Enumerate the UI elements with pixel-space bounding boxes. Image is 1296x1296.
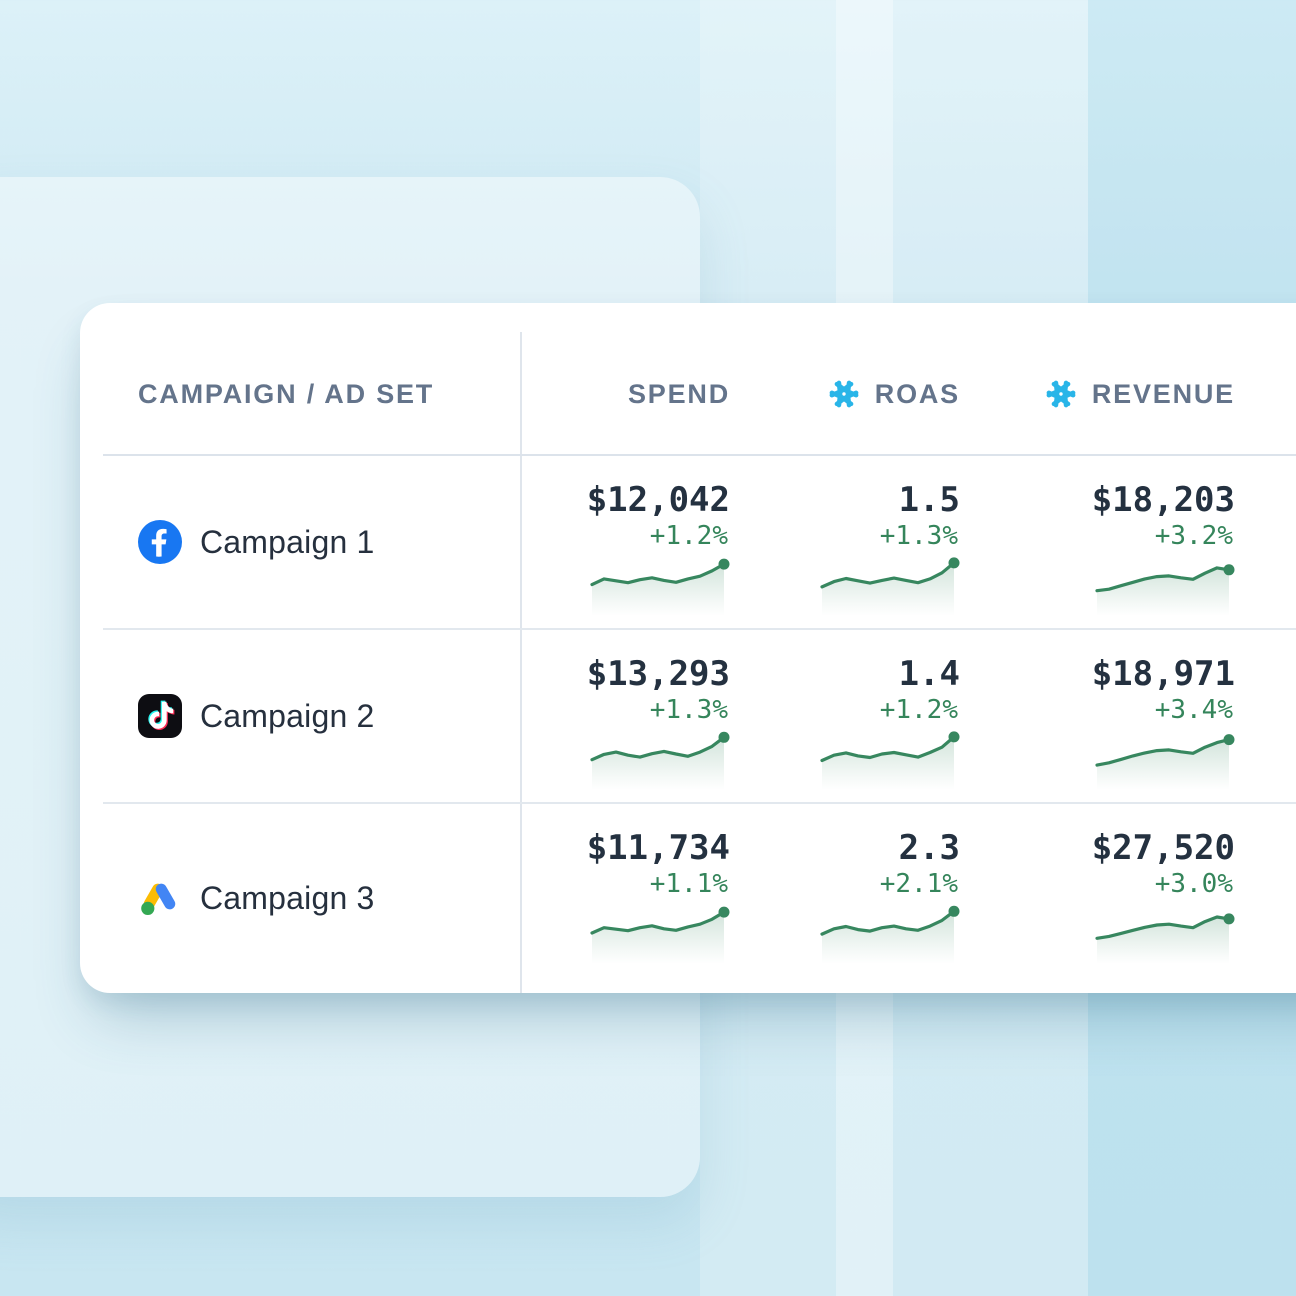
metric-delta: +1.1% [649,868,728,899]
metric-cell-spend: $13,293 +1.3% [520,629,730,803]
metric-value: $13,293 [586,654,730,694]
table-header-row: CAMPAIGN / AD SET SPEND ROAS [80,303,1296,455]
row-spacer [1235,455,1296,629]
campaign-cell[interactable]: Campaign 3 [80,803,520,993]
sparkline-chart [588,900,730,965]
campaign-name: Campaign 1 [200,523,375,560]
table-row[interactable]: Campaign 3 $11,734 +1.1% 2.3 +2.1% $27,5… [80,803,1296,993]
column-header-label: ROAS [874,378,960,409]
metric-delta: +1.2% [879,694,958,725]
campaign-cell[interactable]: Campaign 1 [80,455,520,629]
metric-value: $18,203 [1091,480,1235,520]
metric-delta: +3.2% [1154,520,1233,551]
column-divider [520,332,522,993]
sparkline-chart [1093,552,1235,617]
metric-cell-revenue: $18,971 +3.4% [960,629,1235,803]
tiktok-icon [138,694,182,738]
sparkline-chart [588,726,730,791]
column-header-label: CAMPAIGN / AD SET [138,378,435,409]
metric-value: $18,971 [1091,654,1235,694]
snowflake-icon [829,380,859,408]
metric-value: $27,520 [1091,828,1235,868]
campaign-cell[interactable]: Campaign 2 [80,629,520,803]
metric-delta: +3.4% [1154,694,1233,725]
column-header-campaign[interactable]: CAMPAIGN / AD SET [80,303,520,455]
metric-delta: +2.1% [879,868,958,899]
google-ads-icon [141,883,176,915]
column-header-label: SPEND [627,378,730,409]
facebook-icon [138,520,182,564]
sparkline-chart [818,552,960,617]
metric-delta: +1.3% [649,694,728,725]
metric-delta: +3.0% [1154,868,1233,899]
sparkline-chart [1093,726,1235,791]
metric-cell-spend: $11,734 +1.1% [520,803,730,993]
metric-value: 1.5 [898,480,960,520]
row-divider [103,628,1296,630]
metric-value: 1.4 [898,654,960,694]
column-header-label: REVENUE [1091,378,1235,409]
metric-delta: +1.3% [879,520,958,551]
table-row[interactable]: Campaign 1 $12,042 +1.2% 1.5 +1.3% $18,2… [80,455,1296,629]
row-divider [103,802,1296,804]
snowflake-icon [1046,380,1076,408]
metrics-table-card: CAMPAIGN / AD SET SPEND ROAS [80,303,1296,993]
column-header-roas[interactable]: ROAS [730,303,960,455]
metric-value: $11,734 [586,828,730,868]
campaign-name: Campaign 3 [200,879,375,916]
sparkline-chart [1093,900,1235,965]
header-spacer [1235,303,1296,455]
metric-cell-spend: $12,042 +1.2% [520,455,730,629]
sparkline-chart [818,900,960,965]
metric-cell-revenue: $18,203 +3.2% [960,455,1235,629]
metric-cell-revenue: $27,520 +3.0% [960,803,1235,993]
header-divider [103,454,1296,456]
table-row[interactable]: Campaign 2 $13,293 +1.3% 1.4 +1.2% $18,9… [80,629,1296,803]
row-spacer [1235,629,1296,803]
sparkline-chart [818,726,960,791]
metric-delta: +1.2% [649,520,728,551]
metric-value: $12,042 [586,480,730,520]
campaign-name: Campaign 2 [200,697,375,734]
metric-cell-roas: 1.5 +1.3% [730,455,960,629]
row-spacer [1235,803,1296,993]
column-header-spend[interactable]: SPEND [520,303,730,455]
sparkline-chart [588,552,730,617]
column-header-revenue[interactable]: REVENUE [960,303,1235,455]
metric-cell-roas: 2.3 +2.1% [730,803,960,993]
metric-value: 2.3 [898,828,960,868]
metric-cell-roas: 1.4 +1.2% [730,629,960,803]
